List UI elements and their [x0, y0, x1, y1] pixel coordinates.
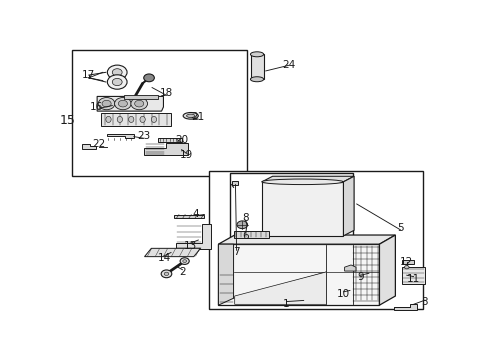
Text: 17: 17: [82, 70, 95, 80]
Polygon shape: [343, 176, 353, 236]
Ellipse shape: [117, 116, 122, 122]
Text: 5: 5: [396, 222, 403, 233]
Polygon shape: [231, 181, 238, 185]
Text: 10: 10: [336, 289, 349, 299]
Circle shape: [107, 65, 127, 80]
Text: 21: 21: [191, 112, 204, 122]
Polygon shape: [393, 304, 416, 310]
Polygon shape: [97, 96, 163, 111]
Polygon shape: [262, 176, 353, 182]
Circle shape: [102, 100, 111, 107]
Polygon shape: [101, 113, 171, 126]
Circle shape: [180, 258, 189, 264]
Ellipse shape: [128, 116, 134, 122]
Polygon shape: [144, 143, 188, 156]
Polygon shape: [379, 235, 395, 305]
Polygon shape: [250, 54, 264, 79]
Text: 16: 16: [89, 102, 102, 112]
Text: 22: 22: [92, 139, 105, 149]
Polygon shape: [401, 260, 413, 264]
Text: 24: 24: [281, 60, 295, 70]
Circle shape: [404, 266, 408, 269]
Text: 4: 4: [192, 209, 199, 219]
Circle shape: [98, 98, 115, 110]
Text: 14: 14: [157, 253, 170, 263]
Polygon shape: [144, 248, 200, 257]
Text: 7: 7: [233, 247, 240, 257]
Circle shape: [143, 74, 154, 82]
Text: 6: 6: [242, 231, 248, 241]
Ellipse shape: [105, 116, 111, 122]
Polygon shape: [174, 215, 204, 218]
Text: 2: 2: [179, 267, 185, 277]
Circle shape: [134, 100, 143, 107]
Circle shape: [112, 69, 122, 76]
Polygon shape: [218, 244, 233, 305]
Circle shape: [161, 270, 171, 278]
Circle shape: [131, 98, 147, 110]
Ellipse shape: [183, 112, 198, 119]
Text: 8: 8: [242, 213, 248, 223]
Text: 13: 13: [183, 240, 196, 251]
Circle shape: [107, 75, 127, 89]
Text: 1: 1: [283, 299, 289, 309]
Polygon shape: [175, 224, 210, 249]
Circle shape: [164, 272, 168, 275]
Ellipse shape: [140, 116, 145, 122]
Polygon shape: [218, 244, 379, 305]
Polygon shape: [401, 267, 424, 284]
Circle shape: [237, 221, 247, 229]
Polygon shape: [262, 182, 343, 236]
Polygon shape: [158, 138, 181, 141]
Circle shape: [112, 78, 122, 86]
Bar: [208, 171, 422, 309]
Ellipse shape: [250, 52, 263, 57]
Text: 15: 15: [60, 114, 76, 127]
Polygon shape: [234, 272, 326, 304]
Text: 23: 23: [137, 131, 150, 141]
Text: 19: 19: [179, 150, 192, 161]
Polygon shape: [218, 235, 395, 244]
Polygon shape: [344, 265, 355, 271]
Circle shape: [183, 260, 186, 262]
Text: 18: 18: [160, 88, 173, 98]
Circle shape: [118, 100, 127, 107]
Text: 11: 11: [406, 274, 419, 284]
Circle shape: [114, 98, 131, 110]
Polygon shape: [123, 95, 158, 99]
Polygon shape: [82, 144, 96, 149]
Bar: [229, 174, 352, 239]
Text: 3: 3: [421, 297, 427, 307]
Text: 9: 9: [356, 273, 363, 283]
Polygon shape: [233, 231, 268, 238]
Ellipse shape: [186, 114, 195, 117]
Polygon shape: [106, 134, 134, 138]
Text: 20: 20: [175, 135, 188, 145]
Ellipse shape: [151, 116, 156, 122]
Text: 12: 12: [399, 257, 412, 267]
Ellipse shape: [261, 179, 343, 185]
Ellipse shape: [250, 77, 263, 82]
Bar: [72, 50, 246, 176]
